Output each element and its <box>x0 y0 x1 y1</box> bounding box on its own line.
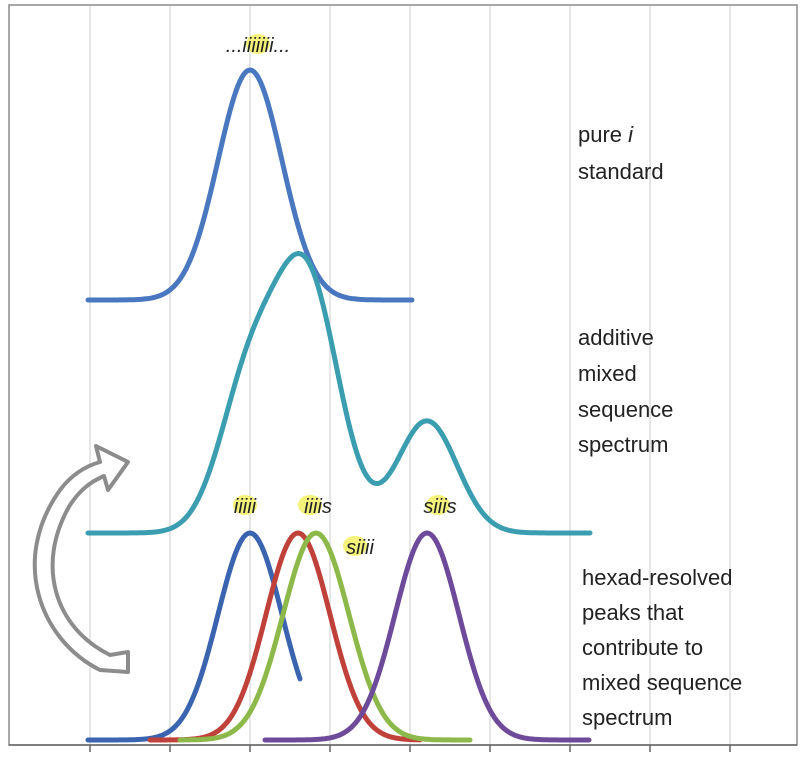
grid <box>89 6 731 752</box>
curves <box>85 67 593 743</box>
peak-label: iiiis <box>304 496 332 518</box>
caption: spectrum <box>582 705 672 730</box>
caption: additive <box>578 325 654 350</box>
frame <box>8 4 798 746</box>
spectrum-curve <box>177 530 473 743</box>
spectrum-curve <box>262 530 592 743</box>
highlight <box>343 536 367 556</box>
highlight <box>298 495 322 515</box>
caption: mixed <box>578 361 637 386</box>
highlight <box>426 495 450 515</box>
highlight <box>246 34 270 54</box>
caption: standard <box>578 159 664 184</box>
peak-label: iiiii <box>234 496 257 518</box>
arrow <box>32 444 130 674</box>
caption: pure i <box>578 122 634 147</box>
caption: mixed sequence <box>582 670 742 695</box>
caption: sequence <box>578 397 673 422</box>
highlight <box>233 495 257 515</box>
spectrum-curve <box>85 67 415 303</box>
spectrum-curve <box>85 530 303 743</box>
caption: hexad-resolved <box>582 565 732 590</box>
spectrum-curve <box>85 251 593 536</box>
peak-label: siiis <box>423 496 456 518</box>
caption: peaks that <box>582 600 684 625</box>
peak-label: siiii <box>346 537 374 559</box>
caption-symbol: i <box>628 122 634 147</box>
peak-label: ...iiiiiii... <box>226 35 290 57</box>
caption: contribute to <box>582 635 703 660</box>
caption: spectrum <box>578 432 668 457</box>
caption-text: pure <box>578 122 622 147</box>
